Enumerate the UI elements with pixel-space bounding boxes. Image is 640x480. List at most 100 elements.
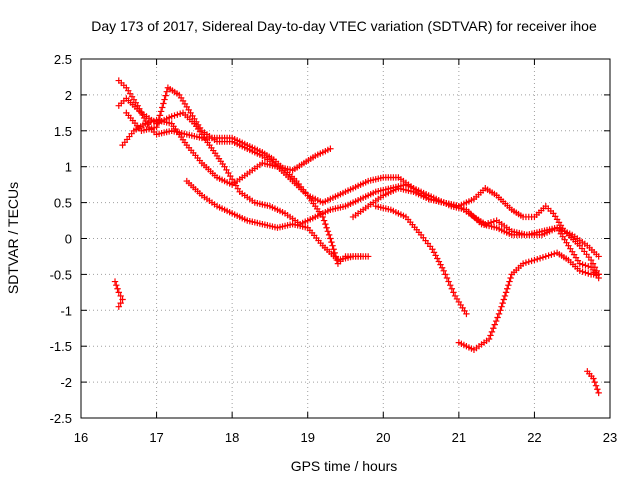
data-point bbox=[440, 267, 447, 275]
data-point bbox=[322, 220, 329, 228]
y-tick-label: -2.5 bbox=[50, 411, 72, 426]
data-point bbox=[438, 264, 446, 271]
data-point bbox=[324, 228, 332, 235]
data-point bbox=[576, 267, 583, 275]
data-point bbox=[500, 296, 508, 303]
data-point bbox=[595, 253, 602, 260]
data-point bbox=[445, 278, 452, 285]
data-point bbox=[592, 382, 600, 389]
y-tick-label: 1.5 bbox=[54, 124, 72, 139]
data-point bbox=[545, 252, 552, 259]
data-point bbox=[364, 253, 372, 260]
data-point bbox=[595, 389, 602, 397]
y-tick-label: 1 bbox=[65, 160, 72, 175]
y-tick-label: -1 bbox=[60, 303, 72, 318]
data-point bbox=[485, 335, 493, 343]
data-point bbox=[157, 108, 165, 115]
data-point bbox=[507, 274, 514, 282]
data-point bbox=[484, 220, 492, 227]
series-arc-e bbox=[183, 177, 372, 264]
data-point bbox=[582, 269, 589, 276]
data-point bbox=[504, 285, 511, 292]
data-point bbox=[113, 281, 120, 289]
data-point bbox=[144, 119, 152, 126]
data-point bbox=[498, 303, 505, 310]
data-point bbox=[589, 260, 597, 267]
tick-labels: 16 17 18 19 20 21 22 23 2.5 2 1.5 1 0.5 0 -0.5 -1 -1.5 -2… bbox=[50, 52, 618, 445]
data-point bbox=[142, 120, 149, 127]
series-arc-g bbox=[455, 249, 602, 353]
x-tick-label: 18 bbox=[225, 430, 239, 445]
data-point bbox=[447, 281, 454, 289]
series-arc-h bbox=[349, 185, 602, 282]
y-tick-label: 2 bbox=[65, 88, 72, 103]
data-point bbox=[154, 120, 161, 127]
x-tick-label: 17 bbox=[149, 430, 163, 445]
data-point bbox=[160, 100, 167, 107]
data-point bbox=[506, 278, 513, 285]
data-point bbox=[488, 328, 496, 336]
data-point bbox=[156, 112, 164, 119]
data-point bbox=[437, 261, 444, 268]
y-tick-label: 0 bbox=[65, 232, 72, 247]
data-point bbox=[492, 317, 500, 325]
data-point bbox=[495, 310, 503, 318]
y-tick-label: -2 bbox=[60, 375, 72, 390]
data-point bbox=[442, 271, 449, 278]
series-arc-b bbox=[119, 116, 334, 188]
data-point bbox=[482, 220, 489, 228]
y-tick-label: 2.5 bbox=[54, 52, 72, 67]
y-tick-label: -1.5 bbox=[50, 339, 72, 354]
series-arc-j bbox=[584, 368, 602, 397]
data-point bbox=[174, 111, 181, 118]
data-point bbox=[497, 307, 504, 314]
data-point bbox=[443, 274, 451, 282]
data-point bbox=[579, 261, 586, 268]
data-point bbox=[176, 110, 184, 117]
data-point bbox=[434, 255, 441, 262]
data-point bbox=[159, 104, 166, 111]
y-tick-label: 0.5 bbox=[54, 196, 72, 211]
data-point bbox=[115, 303, 122, 310]
data-point bbox=[542, 253, 549, 260]
data-point bbox=[163, 88, 170, 95]
data-point bbox=[525, 258, 532, 266]
data-point bbox=[490, 325, 497, 332]
data-point bbox=[119, 296, 126, 303]
data-point bbox=[594, 386, 601, 393]
data-point bbox=[327, 145, 334, 152]
data-point bbox=[590, 375, 597, 382]
data-point bbox=[320, 217, 328, 224]
data-point bbox=[115, 289, 122, 296]
data-point bbox=[522, 259, 530, 266]
x-axis-title: GPS time / hours bbox=[291, 458, 398, 474]
data-point bbox=[171, 112, 178, 119]
x-tick-label: 19 bbox=[300, 430, 314, 445]
x-tick-label: 20 bbox=[376, 430, 390, 445]
data-point bbox=[487, 332, 494, 339]
data-point bbox=[448, 285, 456, 292]
data-point bbox=[117, 292, 124, 300]
x-tick-label: 16 bbox=[74, 430, 88, 445]
data-point bbox=[450, 289, 457, 296]
data-point bbox=[534, 255, 541, 263]
data-point bbox=[490, 218, 498, 225]
series-arc-f bbox=[372, 202, 470, 318]
data-point bbox=[327, 235, 334, 242]
data-point bbox=[528, 257, 535, 265]
data-point bbox=[162, 92, 169, 99]
data-point bbox=[168, 113, 175, 120]
data-point bbox=[501, 292, 509, 300]
data-point bbox=[432, 252, 439, 259]
data-point bbox=[548, 251, 555, 258]
data-point bbox=[576, 260, 583, 267]
data-point bbox=[587, 256, 595, 264]
x-tick-label: 23 bbox=[603, 430, 617, 445]
data-point bbox=[161, 96, 168, 103]
series-arc-d bbox=[123, 84, 364, 267]
data-point bbox=[585, 263, 592, 270]
data-point bbox=[519, 260, 527, 267]
data-point bbox=[579, 268, 586, 275]
data-point bbox=[536, 255, 544, 262]
